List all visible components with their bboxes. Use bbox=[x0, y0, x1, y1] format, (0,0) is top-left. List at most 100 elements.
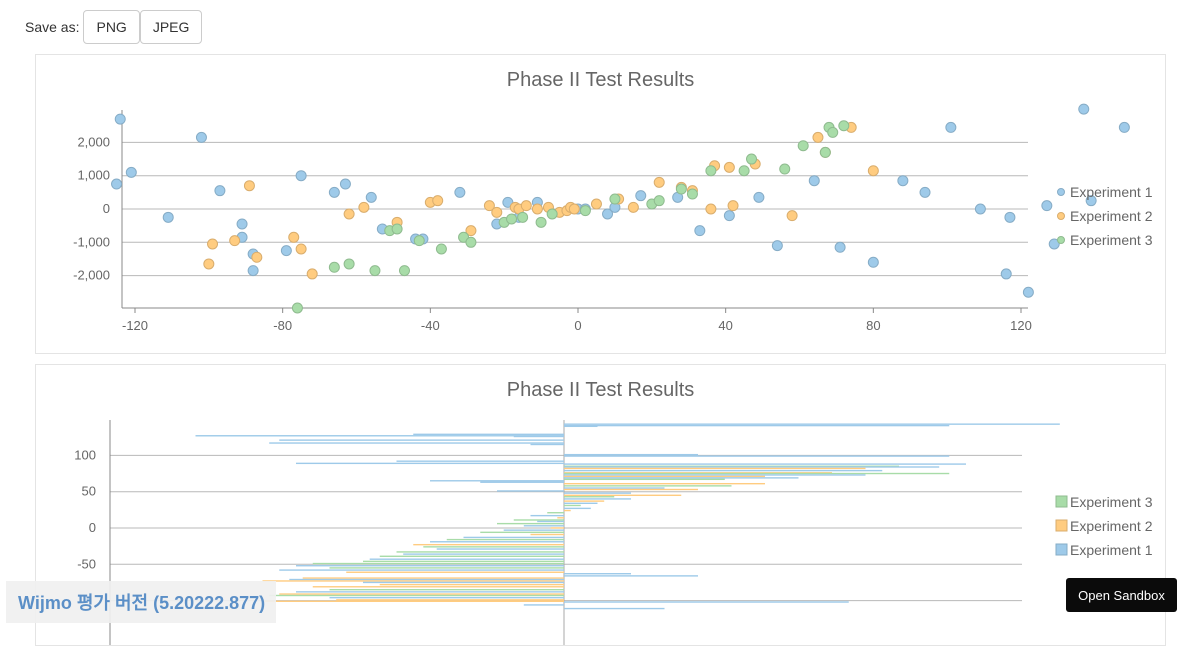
data-point-experiment-1 bbox=[295, 170, 307, 182]
data-point-experiment-2 bbox=[483, 200, 495, 212]
bar-chart-title: Phase II Test Results bbox=[506, 379, 695, 401]
bar-experiment-3 bbox=[423, 546, 564, 548]
y-tick-label: 50 bbox=[82, 484, 96, 499]
bar-experiment-3 bbox=[379, 555, 564, 557]
data-point-experiment-2 bbox=[203, 258, 215, 270]
legend-label: Experiment 1 bbox=[1070, 184, 1153, 200]
data-point-experiment-1 bbox=[753, 191, 765, 203]
data-point-experiment-3 bbox=[343, 258, 355, 270]
bar-experiment-1 bbox=[564, 601, 849, 603]
data-point-experiment-3 bbox=[705, 165, 717, 177]
bar-experiment-3 bbox=[564, 504, 581, 507]
data-point-experiment-2 bbox=[229, 235, 241, 247]
data-point-experiment-1 bbox=[1004, 211, 1016, 223]
data-point-experiment-3 bbox=[546, 208, 558, 220]
data-point-experiment-1 bbox=[236, 218, 248, 230]
data-point-experiment-3 bbox=[838, 120, 850, 132]
bar-experiment-2 bbox=[564, 482, 765, 485]
bar-experiment-1 bbox=[369, 558, 564, 560]
data-point-experiment-2 bbox=[786, 210, 798, 222]
scatter-chart-panel: Phase II Test Results 2,000 1,000 0 -1,000 -… bbox=[35, 54, 1166, 354]
bar-experiment-1 bbox=[564, 469, 883, 472]
data-point-experiment-2 bbox=[653, 176, 665, 188]
data-point-experiment-3 bbox=[413, 235, 425, 247]
bar-experiment-1 bbox=[564, 425, 598, 428]
bar-experiment-2 bbox=[550, 527, 564, 529]
data-point-experiment-1 bbox=[280, 245, 292, 257]
bar-experiment-2 bbox=[336, 599, 564, 601]
bar-experiment-3 bbox=[497, 522, 564, 525]
data-point-experiment-1 bbox=[195, 131, 207, 143]
data-point-experiment-1 bbox=[1118, 121, 1130, 133]
data-point-experiment-3 bbox=[797, 140, 809, 152]
data-point-experiment-1 bbox=[1085, 195, 1097, 207]
bar-experiment-2 bbox=[262, 580, 564, 582]
data-point-experiment-2 bbox=[531, 203, 543, 215]
save-png-button[interactable]: PNG bbox=[83, 10, 140, 44]
data-point-experiment-3 bbox=[738, 165, 750, 177]
bar-chart: 100 50 0 -50 Experiment 3 Experiment 2 Experim… bbox=[74, 420, 1153, 645]
x-tick-label: -120 bbox=[122, 318, 148, 333]
bar-experiment-2 bbox=[564, 472, 832, 474]
data-point-experiment-3 bbox=[819, 146, 831, 158]
data-point-experiment-2 bbox=[491, 206, 503, 218]
bar-experiment-1 bbox=[279, 439, 564, 441]
bar-experiment-3 bbox=[480, 531, 564, 534]
legend-marker bbox=[1055, 543, 1068, 556]
data-point-experiment-3 bbox=[675, 183, 687, 195]
bar-experiment-2 bbox=[564, 509, 571, 512]
bar-experiment-1 bbox=[564, 507, 591, 510]
legend-label: Experiment 2 bbox=[1070, 208, 1153, 224]
data-point-experiment-3 bbox=[746, 153, 758, 165]
data-point-experiment-1 bbox=[945, 121, 957, 133]
legend-marker bbox=[1057, 188, 1065, 196]
bar-experiment-1 bbox=[564, 453, 698, 456]
save-jpeg-button[interactable]: JPEG bbox=[139, 10, 203, 44]
bar-experiment-3 bbox=[564, 485, 732, 487]
data-point-experiment-2 bbox=[465, 225, 477, 237]
data-point-experiment-1 bbox=[454, 186, 466, 198]
bar-experiment-3 bbox=[329, 588, 564, 591]
bar-experiment-1 bbox=[363, 581, 564, 584]
data-point-experiment-3 bbox=[369, 265, 381, 277]
bar-experiment-2 bbox=[564, 475, 765, 478]
data-point-experiment-1 bbox=[339, 178, 351, 190]
data-point-experiment-1 bbox=[111, 178, 123, 190]
data-point-experiment-2 bbox=[705, 203, 717, 215]
open-sandbox-button[interactable]: Open Sandbox bbox=[1066, 578, 1177, 612]
data-point-experiment-3 bbox=[506, 213, 518, 225]
bar-experiment-2 bbox=[379, 583, 564, 586]
data-point-experiment-2 bbox=[432, 195, 444, 207]
data-point-experiment-3 bbox=[398, 265, 410, 277]
bar-experiment-3 bbox=[564, 465, 899, 467]
bar-experiment-1 bbox=[463, 536, 564, 539]
bar-experiment-1 bbox=[537, 520, 564, 523]
bar-experiment-3 bbox=[547, 512, 564, 514]
data-point-experiment-2 bbox=[723, 161, 735, 173]
save-as-label: Save as: bbox=[25, 19, 80, 35]
data-point-experiment-3 bbox=[465, 236, 477, 248]
x-tick-label: 0 bbox=[574, 318, 581, 333]
data-point-experiment-1 bbox=[1000, 268, 1012, 280]
bar-experiment-3 bbox=[396, 551, 564, 553]
x-tick-label: 120 bbox=[1010, 318, 1032, 333]
data-point-experiment-2 bbox=[288, 231, 300, 243]
bar-experiment-1 bbox=[329, 596, 564, 599]
scatter-chart-title: Phase II Test Results bbox=[506, 69, 695, 91]
bar-experiment-1 bbox=[564, 575, 698, 577]
bar-experiment-2 bbox=[413, 543, 564, 546]
bar-experiment-2 bbox=[279, 593, 564, 595]
data-point-experiment-1 bbox=[214, 185, 226, 197]
data-point-experiment-3 bbox=[686, 188, 698, 200]
data-point-experiment-1 bbox=[247, 265, 259, 277]
data-point-experiment-2 bbox=[251, 251, 263, 263]
data-point-experiment-1 bbox=[114, 113, 126, 125]
data-point-experiment-2 bbox=[306, 268, 318, 280]
bar-experiment-1 bbox=[564, 463, 966, 465]
bar-experiment-1 bbox=[403, 553, 564, 555]
legend-label: Experiment 1 bbox=[1070, 542, 1153, 558]
bar-experiment-2 bbox=[262, 600, 564, 602]
data-point-experiment-1 bbox=[1041, 200, 1053, 212]
bar-experiment-1 bbox=[564, 498, 631, 500]
bar-experiment-1 bbox=[497, 490, 564, 492]
